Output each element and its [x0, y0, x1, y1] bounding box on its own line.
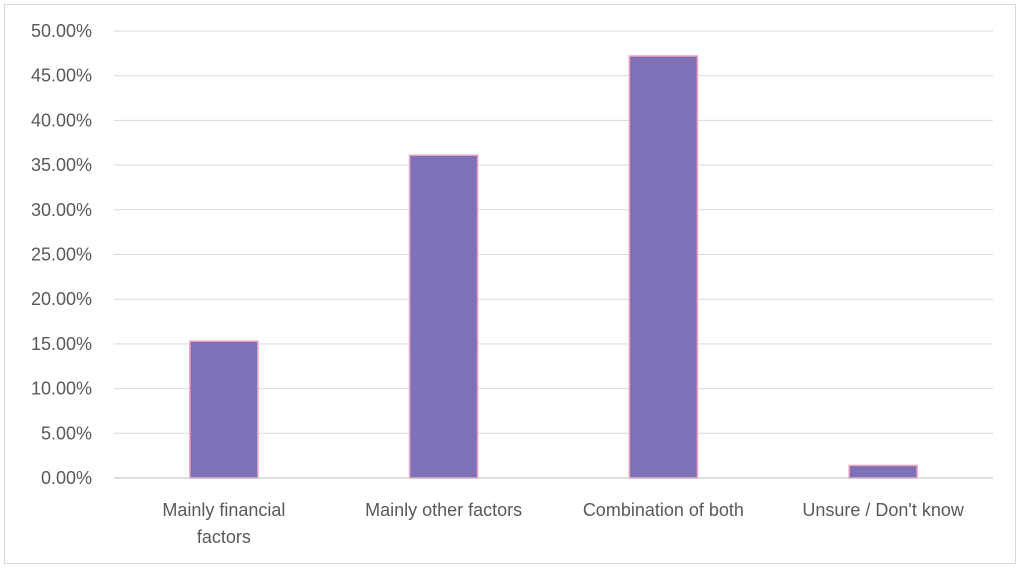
x-axis-category-labels: Mainly financial factors Mainly other fact… — [162, 500, 965, 547]
y-tick-label: 15.00% — [31, 334, 92, 354]
x-category-label-line: factors — [197, 527, 251, 547]
y-tick-label: 0.00% — [41, 468, 92, 488]
y-tick-label: 45.00% — [31, 66, 92, 86]
bar — [848, 464, 918, 479]
y-tick-label: 10.00% — [31, 379, 92, 399]
y-tick-label: 25.00% — [31, 245, 92, 265]
x-category-label-line: Unsure / Don't know — [802, 500, 965, 520]
y-tick-label: 20.00% — [31, 289, 92, 309]
x-category-label-line: Mainly financial — [162, 500, 285, 520]
x-category-label: Unsure / Don't know — [802, 500, 965, 520]
x-category-label: Mainly financial factors — [162, 500, 285, 547]
bar — [189, 340, 259, 479]
y-tick-label: 30.00% — [31, 200, 92, 220]
y-tick-label: 5.00% — [41, 423, 92, 443]
bars — [189, 55, 918, 479]
x-category-label-line: Combination of both — [583, 500, 744, 520]
chart-frame — [4, 4, 1016, 564]
bar — [628, 55, 699, 479]
y-tick-label: 35.00% — [31, 155, 92, 175]
y-tick-label: 50.00% — [31, 21, 92, 41]
y-tick-label: 40.00% — [31, 110, 92, 130]
x-category-label-line: Mainly other factors — [365, 500, 522, 520]
x-category-label: Mainly other factors — [365, 500, 522, 520]
y-axis-tick-labels: 0.00% 5.00% 10.00% 15.00% 20.00% 25.00% 30.00%… — [31, 21, 92, 488]
x-category-label: Combination of both — [583, 500, 744, 520]
bar — [408, 154, 479, 479]
gridlines — [114, 30, 993, 434]
